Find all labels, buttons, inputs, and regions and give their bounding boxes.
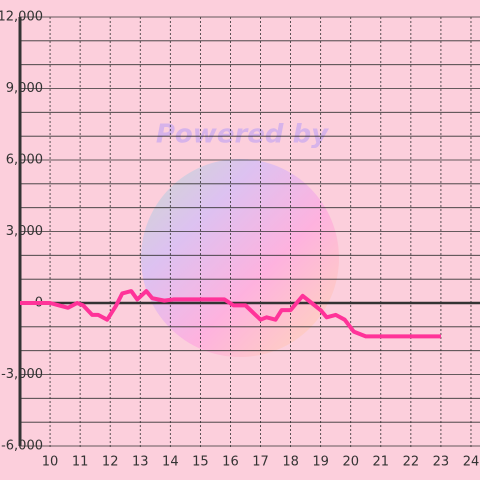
watermark-logo [141,159,339,357]
x-tick-label: 21 [373,455,390,470]
y-tick-label: 9,000 [6,81,43,96]
x-tick-label: 12 [102,455,119,470]
data-line [20,289,441,339]
x-tick-label: 17 [252,455,269,470]
x-tick-label: 24 [463,455,480,470]
x-tick-label: 19 [312,455,329,470]
x-tick-label: 15 [192,455,209,470]
x-tick-label: 23 [433,455,450,470]
y-tick-label: 6,000 [6,153,43,168]
x-tick-label: 18 [282,455,299,470]
y-tick-label: -3,000 [1,367,43,382]
y-tick-label: 3,000 [6,224,43,239]
watermark-text: Powered by [156,120,329,150]
y-tick-label: -6,000 [1,439,43,454]
x-tick-label: 11 [72,455,89,470]
x-tick-label: 20 [342,455,359,470]
x-tick-label: 16 [222,455,239,470]
x-tick-label: 22 [403,455,420,470]
x-tick-label: 13 [132,455,149,470]
x-tick-label: 10 [42,455,59,470]
x-tick-label: 14 [162,455,179,470]
